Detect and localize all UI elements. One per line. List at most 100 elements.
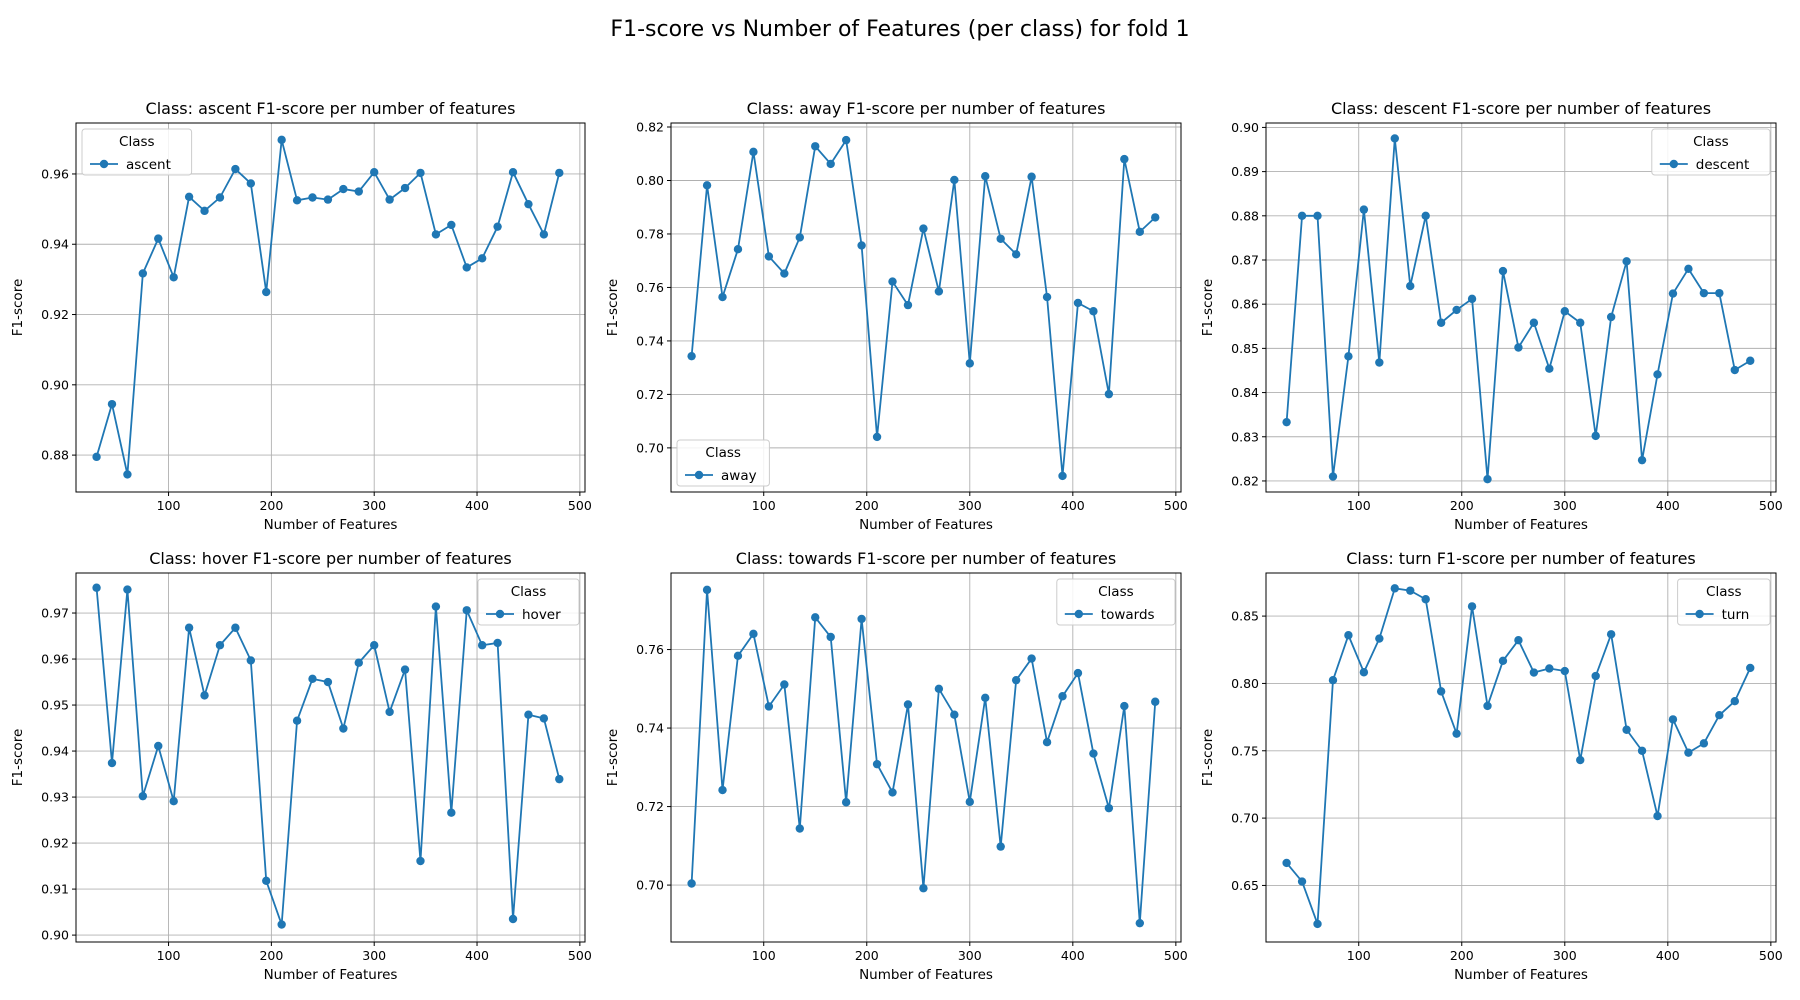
data-point bbox=[1406, 586, 1415, 595]
y-tick-label: 0.92 bbox=[41, 836, 69, 851]
data-point bbox=[1421, 595, 1430, 604]
legend-marker-swatch bbox=[1695, 609, 1704, 619]
data-point bbox=[169, 797, 178, 806]
data-point bbox=[1089, 307, 1098, 316]
data-point bbox=[872, 432, 882, 442]
legend-title: Class bbox=[1098, 584, 1134, 600]
data-point bbox=[184, 623, 194, 632]
data-point bbox=[903, 700, 913, 709]
legend-label: ascent bbox=[126, 157, 171, 173]
data-point bbox=[702, 585, 712, 595]
y-axis-label: F1-score bbox=[1200, 279, 1216, 337]
data-point bbox=[154, 741, 163, 751]
data-point bbox=[733, 245, 743, 254]
data-point bbox=[1042, 737, 1052, 747]
data-point bbox=[1576, 755, 1585, 765]
data-point bbox=[92, 583, 101, 592]
data-point bbox=[323, 195, 333, 204]
subplot-title: Class: descent F1-score per number of fe… bbox=[1331, 99, 1711, 118]
data-point bbox=[200, 691, 209, 700]
data-point bbox=[1042, 292, 1052, 302]
data-point bbox=[950, 710, 959, 719]
y-tick-label: 0.82 bbox=[1231, 473, 1259, 488]
series-line bbox=[95, 587, 561, 926]
data-point bbox=[1622, 257, 1631, 266]
y-tick-label: 0.70 bbox=[636, 440, 664, 455]
data-point bbox=[524, 710, 533, 719]
x-tick-label: 300 bbox=[958, 498, 982, 513]
data-point bbox=[718, 785, 727, 795]
figure-title: F1-score vs Number of Features (per clas… bbox=[610, 17, 1189, 42]
data-point bbox=[431, 602, 441, 611]
y-axis-label: F1-score bbox=[10, 729, 26, 787]
y-tick-label: 0.72 bbox=[636, 387, 664, 402]
data-point bbox=[123, 585, 132, 594]
x-tick-label: 300 bbox=[362, 948, 386, 963]
data-point bbox=[1560, 307, 1569, 316]
x-tick-label: 200 bbox=[259, 498, 283, 513]
y-tick-label: 0.74 bbox=[636, 333, 664, 348]
data-point bbox=[1359, 668, 1369, 677]
data-point bbox=[215, 641, 225, 650]
data-point bbox=[1011, 675, 1021, 685]
y-tick-label: 0.90 bbox=[1231, 120, 1259, 135]
x-tick-label: 400 bbox=[1061, 498, 1085, 513]
data-point bbox=[811, 142, 820, 151]
data-point bbox=[539, 230, 549, 239]
y-tick-label: 0.94 bbox=[41, 237, 69, 252]
data-point bbox=[1282, 858, 1291, 868]
series-line bbox=[690, 139, 1156, 477]
x-tick-label: 300 bbox=[362, 498, 386, 513]
data-point bbox=[169, 273, 178, 282]
data-point bbox=[1027, 172, 1036, 181]
data-point bbox=[1483, 474, 1492, 484]
y-tick-label: 0.85 bbox=[1231, 341, 1259, 356]
data-point bbox=[903, 300, 913, 310]
data-point bbox=[919, 884, 928, 893]
y-tick-label: 0.95 bbox=[41, 698, 69, 713]
data-point bbox=[385, 195, 394, 204]
axes-frame bbox=[670, 572, 1182, 943]
data-point bbox=[385, 707, 394, 717]
data-point bbox=[123, 470, 132, 479]
y-axis-label: F1-score bbox=[10, 279, 26, 337]
data-point bbox=[1375, 634, 1384, 643]
legend-marker-swatch bbox=[1074, 609, 1084, 619]
x-tick-label: 200 bbox=[855, 948, 879, 963]
data-point bbox=[215, 193, 225, 202]
x-tick-label: 500 bbox=[1164, 948, 1188, 963]
data-point bbox=[780, 269, 789, 278]
x-tick-label: 100 bbox=[1347, 948, 1371, 963]
axes-frame bbox=[75, 122, 586, 493]
data-point bbox=[154, 234, 163, 243]
y-tick-label: 0.86 bbox=[1231, 297, 1259, 312]
data-point bbox=[1668, 289, 1678, 298]
data-point bbox=[1591, 671, 1600, 681]
data-point bbox=[555, 774, 564, 784]
legend: Class hover bbox=[477, 578, 580, 626]
data-point bbox=[323, 677, 333, 687]
data-point bbox=[1135, 227, 1144, 237]
data-point bbox=[749, 147, 758, 157]
data-point bbox=[308, 674, 317, 684]
data-point bbox=[1313, 211, 1322, 221]
legend: Class towards bbox=[1056, 578, 1176, 626]
data-point bbox=[246, 179, 256, 188]
data-point bbox=[1514, 343, 1523, 352]
data-point bbox=[702, 181, 712, 190]
data-point bbox=[477, 254, 487, 263]
data-point bbox=[795, 824, 804, 833]
y-tick-label: 0.90 bbox=[41, 928, 69, 943]
x-tick-label: 100 bbox=[752, 948, 776, 963]
y-tick-label: 0.88 bbox=[1231, 208, 1259, 223]
data-point bbox=[857, 241, 866, 250]
data-point bbox=[1313, 919, 1322, 929]
subplot-6: Class: turn F1-score per number of featu… bbox=[1200, 549, 1783, 983]
data-point bbox=[354, 187, 363, 196]
data-point bbox=[1730, 365, 1739, 375]
legend-marker-swatch bbox=[495, 609, 505, 619]
legend-title: Class bbox=[705, 445, 741, 461]
data-point bbox=[1436, 687, 1446, 696]
data-point bbox=[231, 623, 240, 632]
y-tick-label: 0.70 bbox=[1231, 811, 1259, 826]
